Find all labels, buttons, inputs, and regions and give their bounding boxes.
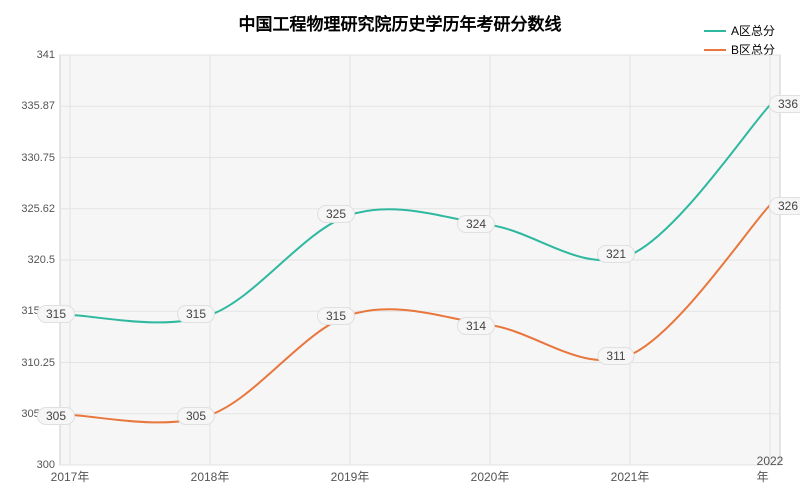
y-axis-label: 341 <box>37 49 55 61</box>
y-axis-label: 320.5 <box>27 254 55 266</box>
legend-swatch-b <box>704 49 726 51</box>
y-axis-label: 310.25 <box>21 357 55 369</box>
x-axis-label: 2019年 <box>331 468 370 485</box>
data-label: 325 <box>317 205 355 223</box>
chart-container: 中国工程物理研究院历史学历年考研分数线 A区总分 B区总分 300305.123… <box>0 0 800 500</box>
data-label: 314 <box>457 317 495 335</box>
data-label: 305 <box>37 407 75 425</box>
y-axis-label: 330.75 <box>21 152 55 164</box>
legend-swatch-a <box>704 30 726 32</box>
data-label: 326 <box>769 197 800 215</box>
legend-label-a: A区总分 <box>731 22 775 39</box>
data-label: 311 <box>597 347 634 365</box>
x-axis-label: 2018年 <box>191 468 230 485</box>
data-label: 336 <box>769 95 800 113</box>
data-label: 324 <box>457 215 495 233</box>
data-label: 315 <box>37 305 75 323</box>
plot-area: 300305.12310.25315.37320.5325.62330.7533… <box>60 55 780 465</box>
y-axis-label: 325.62 <box>21 203 55 215</box>
data-label: 305 <box>177 407 215 425</box>
x-axis-label: 2022年 <box>757 454 784 485</box>
legend-item-a: A区总分 <box>704 22 775 39</box>
data-label: 321 <box>597 245 635 263</box>
y-axis-label: 335.87 <box>21 100 55 112</box>
x-axis-label: 2017年 <box>51 468 90 485</box>
data-label: 315 <box>317 307 355 325</box>
x-axis-label: 2021年 <box>611 468 650 485</box>
data-label: 315 <box>177 305 215 323</box>
plot-svg <box>60 55 780 465</box>
x-axis-label: 2020年 <box>471 468 510 485</box>
chart-title: 中国工程物理研究院历史学历年考研分数线 <box>0 10 800 35</box>
